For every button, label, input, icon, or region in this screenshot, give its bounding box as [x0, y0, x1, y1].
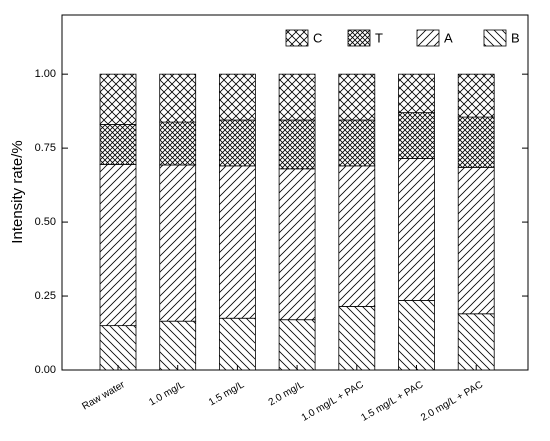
bar-segment	[457, 313, 495, 371]
bar-segment	[159, 164, 197, 322]
bar-segment	[398, 112, 435, 159]
legend-label: T	[375, 30, 383, 45]
legend-label: B	[511, 30, 520, 45]
bar-segment	[398, 73, 435, 114]
bar-segment	[218, 165, 256, 319]
bar-segment	[99, 73, 137, 125]
bar-segment	[218, 317, 256, 371]
x-tick-label: 2.0 mg/L + PAC	[419, 379, 485, 423]
y-tick-label: 0.00	[35, 364, 56, 376]
bar-segment	[338, 73, 376, 121]
bar-segment	[159, 73, 197, 123]
legend-swatch	[483, 29, 507, 47]
bar-segment	[338, 305, 376, 371]
bar-segment	[278, 119, 316, 170]
bar-segment	[278, 319, 316, 371]
legend-swatch	[347, 29, 371, 47]
x-tick-label: 2.0 mg/L	[267, 379, 307, 408]
y-tick-label: 0.25	[35, 290, 56, 302]
x-tick-label: 1.0 mg/L	[147, 379, 187, 408]
bar-segment	[218, 73, 256, 121]
bar-segment	[457, 116, 495, 168]
y-tick-label: 0.50	[35, 216, 56, 228]
x-tick-label: 1.5 mg/L	[207, 379, 247, 408]
bar-segment	[99, 124, 137, 165]
legend-label: C	[313, 30, 322, 45]
bar-segment	[338, 119, 376, 167]
x-tick-label: 1.0 mg/L + PAC	[300, 379, 366, 423]
bar-segment	[99, 325, 137, 371]
bar-segment	[159, 320, 197, 371]
x-tick-label: Raw water	[80, 379, 127, 412]
legend-swatch	[285, 29, 309, 47]
bar-segment	[99, 163, 137, 327]
x-tick-label: 1.5 mg/L + PAC	[359, 379, 425, 423]
bar-segment	[457, 166, 495, 315]
bar-segment	[457, 73, 495, 118]
bar-segment	[338, 165, 376, 307]
bar-segment	[218, 119, 256, 167]
legend-label: A	[444, 30, 453, 45]
y-axis-label: Intensity rate/%	[9, 140, 26, 243]
bar-segment	[278, 168, 316, 321]
bar-segment	[159, 121, 197, 166]
bar-segment	[398, 158, 435, 301]
bar-segment	[398, 300, 435, 371]
bar-segment	[278, 73, 316, 121]
y-tick-label: 0.75	[35, 142, 56, 154]
legend-swatch	[416, 29, 440, 47]
y-tick-label: 1.00	[35, 68, 56, 80]
